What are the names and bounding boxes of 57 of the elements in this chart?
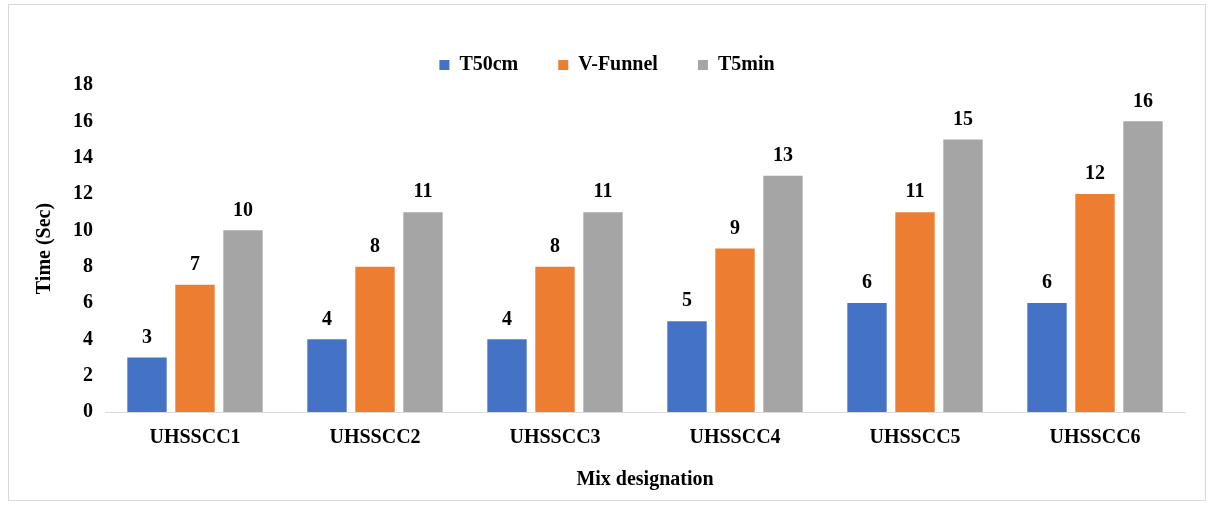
y-tick-label: 0 xyxy=(83,399,93,422)
bar xyxy=(847,303,887,412)
bar xyxy=(307,339,347,412)
data-label: 11 xyxy=(413,179,433,202)
y-tick-label: 10 xyxy=(73,217,93,240)
bar xyxy=(403,212,443,412)
x-tick-label: UHSSCC4 xyxy=(689,425,781,448)
y-tick-label: 4 xyxy=(83,326,93,349)
y-tick-label: 8 xyxy=(83,253,93,276)
legend-label: V-Funnel xyxy=(578,52,659,75)
bar xyxy=(763,175,803,412)
bar xyxy=(223,230,263,412)
bar xyxy=(487,339,527,412)
bar xyxy=(355,266,395,412)
data-label: 3 xyxy=(142,324,152,347)
y-tick-label: 6 xyxy=(83,290,93,313)
data-label: 4 xyxy=(322,306,332,329)
x-axis-title: Mix designation xyxy=(576,467,714,491)
x-tick-label: UHSSCC5 xyxy=(869,425,961,448)
data-label: 6 xyxy=(862,270,872,293)
data-label: 11 xyxy=(905,179,925,202)
data-label: 10 xyxy=(233,197,253,220)
bar xyxy=(583,212,623,412)
x-tick-label: UHSSCC6 xyxy=(1049,425,1141,448)
bar xyxy=(175,284,215,412)
bar xyxy=(895,212,935,412)
data-label: 8 xyxy=(370,233,380,256)
x-tick-label: UHSSCC1 xyxy=(149,425,241,448)
bar xyxy=(1123,121,1163,412)
bar xyxy=(943,139,983,412)
legend-label: T50cm xyxy=(459,52,519,75)
data-label: 7 xyxy=(190,252,200,275)
y-tick-label: 18 xyxy=(73,72,93,95)
data-label: 9 xyxy=(730,215,740,238)
y-tick-label: 16 xyxy=(73,108,93,131)
x-tick-label: UHSSCC3 xyxy=(509,425,601,448)
y-tick-label: 2 xyxy=(83,362,93,385)
data-label: 12 xyxy=(1085,161,1105,184)
bar xyxy=(127,357,167,412)
y-tick-label: 12 xyxy=(73,181,93,204)
y-axis-title: Time (Sec) xyxy=(32,202,56,295)
data-label: 5 xyxy=(682,288,692,311)
data-label: 15 xyxy=(953,106,973,129)
x-tick-label: UHSSCC2 xyxy=(329,425,421,448)
data-label: 8 xyxy=(550,233,560,256)
data-label: 11 xyxy=(593,179,613,202)
bar xyxy=(1075,194,1115,412)
data-label: 16 xyxy=(1133,88,1153,111)
bar xyxy=(1027,303,1067,412)
bar xyxy=(715,248,755,412)
data-label: 6 xyxy=(1042,270,1052,293)
bar xyxy=(535,266,575,412)
y-tick-label: 14 xyxy=(73,144,93,167)
bar xyxy=(667,321,707,412)
legend-label: T5min xyxy=(717,52,775,75)
data-label: 4 xyxy=(502,306,512,329)
data-label: 13 xyxy=(773,143,793,166)
